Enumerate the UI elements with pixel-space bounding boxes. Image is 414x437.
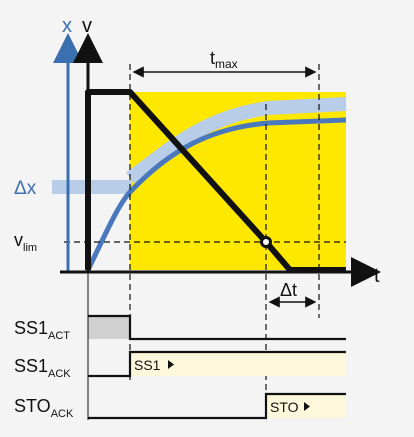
ramp-background-wedge bbox=[130, 92, 268, 270]
sto-badge: STO bbox=[270, 399, 299, 415]
delta-t-label: Δt bbox=[280, 280, 297, 300]
ss1-act-trace bbox=[88, 314, 346, 341]
signal-label-ss1-act: SS1ACT bbox=[14, 318, 70, 342]
t-axis-label: t bbox=[374, 265, 380, 287]
x-axis-label: x bbox=[62, 15, 72, 37]
tmax-label: tmax bbox=[210, 48, 238, 71]
ss1-badge: SS1 bbox=[134, 357, 161, 373]
vlim-label: vlim bbox=[14, 230, 37, 254]
delta-x-band bbox=[52, 180, 132, 194]
position-curve bbox=[85, 117, 347, 272]
signal-label-ss1-ack: SS1ACK bbox=[14, 356, 71, 380]
delta-x-label: Δx bbox=[14, 178, 37, 199]
v-axis-label: v bbox=[82, 15, 92, 37]
ss1-act-high-fill bbox=[88, 316, 130, 339]
sto-badge-arrow-icon bbox=[304, 402, 310, 411]
signal-label-sto-ack: STOACK bbox=[14, 396, 74, 420]
ss1-badge-arrow-icon bbox=[168, 360, 174, 369]
vlim-crossing-point-inner bbox=[263, 239, 269, 245]
ss1-ack-trace bbox=[88, 350, 346, 378]
sto-ack-trace bbox=[88, 392, 346, 420]
position-band-curve bbox=[125, 97, 347, 184]
ss1-ack-high-fill bbox=[130, 352, 346, 376]
